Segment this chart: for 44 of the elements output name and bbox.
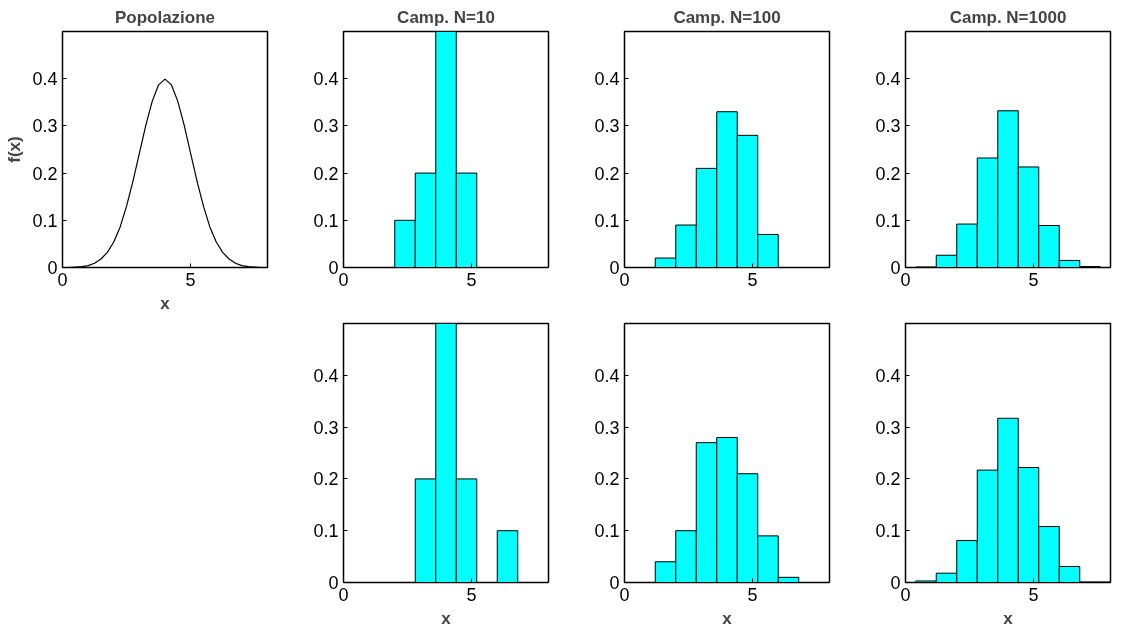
y-tick-label: 0.4: [594, 69, 620, 90]
y-tick-label: 0.2: [313, 469, 339, 490]
y-tick-label: 0.1: [32, 210, 58, 231]
y-tick-label: 0.1: [594, 210, 620, 231]
y-axis-title: f(x): [5, 136, 25, 163]
x-axis-title: x: [160, 293, 171, 313]
y-tick-label: 0.4: [313, 365, 339, 386]
chart-title: Popolazione: [114, 7, 216, 27]
y-tick-label: 0.3: [875, 417, 901, 438]
y-tick-label: 0.3: [594, 116, 620, 137]
chart-title: Camp. N=1000: [949, 7, 1067, 27]
y-tick-label: 0.3: [594, 417, 620, 438]
y-tick-label: 0.3: [875, 116, 901, 137]
x-tick-label: 5: [185, 269, 196, 290]
y-tick-label: 0.1: [313, 521, 339, 542]
y-tick-label: 0.4: [32, 69, 58, 90]
y-tick-label: 0.2: [313, 163, 339, 184]
y-tick-label: 0.2: [594, 163, 620, 184]
y-tick-label: 0.1: [313, 210, 339, 231]
x-tick-label: 5: [466, 584, 477, 605]
y-tick-label: 0.2: [875, 469, 901, 490]
x-axis-title: x: [441, 608, 452, 628]
x-tick-label: 5: [747, 269, 758, 290]
y-tick-label: 0.2: [32, 163, 58, 184]
chart-title: Camp. N=100: [673, 7, 781, 27]
y-tick-label: 0.2: [594, 469, 620, 490]
y-tick-label: 0.1: [875, 521, 901, 542]
y-tick-label: 0.4: [875, 69, 901, 90]
x-tick-label: 5: [1028, 269, 1039, 290]
x-tick-label: 5: [466, 269, 477, 290]
y-tick-label: 0.1: [594, 521, 620, 542]
y-tick-label: 0.4: [875, 365, 901, 386]
x-tick-label: 5: [1028, 584, 1039, 605]
y-tick-label: 0.3: [313, 116, 339, 137]
y-tick-label: 0.2: [875, 163, 901, 184]
x-axis-title: x: [722, 608, 733, 628]
y-tick-label: 0.3: [313, 417, 339, 438]
y-tick-label: 0.4: [594, 365, 620, 386]
x-tick-label: 5: [747, 584, 758, 605]
y-tick-label: 0.4: [313, 69, 339, 90]
x-axis-title: x: [1003, 608, 1014, 628]
y-tick-label: 0.3: [32, 116, 58, 137]
y-tick-label: 0.1: [875, 210, 901, 231]
chart-title: Camp. N=10: [397, 7, 495, 27]
